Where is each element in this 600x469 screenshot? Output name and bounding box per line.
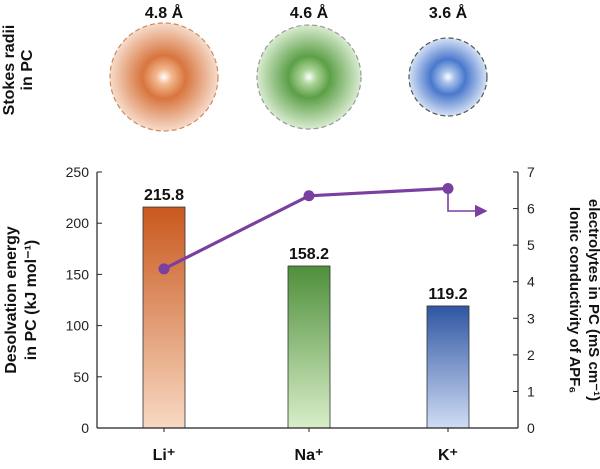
stokes-sphere-li <box>110 23 218 131</box>
bar-k <box>426 305 470 429</box>
right-tick-label: 7 <box>527 164 535 180</box>
conductivity-point-li <box>158 263 170 275</box>
stokes-radius-label-li: 4.8 Å <box>145 3 184 22</box>
conductivity-point-k <box>442 182 454 194</box>
bar-value-labels: 215.8 158.2 119.2 <box>144 187 468 303</box>
stokes-radius-label-na: 4.6 Å <box>290 3 329 22</box>
bar-value-label-li: 215.8 <box>144 187 184 204</box>
stokes-label-line2: in PC <box>19 49 36 90</box>
left-axis-label-line2: in PC (kJ mol⁻¹) <box>23 240 40 360</box>
bar-value-label-k: 119.2 <box>428 286 467 303</box>
stokes-sphere-k <box>409 38 487 116</box>
right-axis-label-line1: Ionic conductivity of APF₆ <box>566 207 583 393</box>
bar-na <box>287 265 331 429</box>
left-tick-label: 100 <box>66 318 90 334</box>
bar-value-label-na: 158.2 <box>289 246 329 263</box>
stokes-boundary-na <box>256 24 362 130</box>
left-tick-label: 150 <box>66 266 90 282</box>
right-axis-indicator-arrow <box>447 190 488 218</box>
right-tick-label: 0 <box>527 420 535 436</box>
stokes-boundary-li <box>109 22 219 132</box>
left-tick-label: 0 <box>81 420 89 436</box>
left-axis-label-line1: Desolvation energy <box>3 226 20 374</box>
chart: 215.8 158.2 119.2 0 50 100 150 200 250 0 1 2 3 4 5 6 7… <box>3 164 600 464</box>
left-tick-label: 50 <box>73 369 89 385</box>
bar-series <box>142 206 470 429</box>
stokes-boundary-k <box>408 37 488 117</box>
x-tick-label-li: Li⁺ <box>153 447 176 464</box>
right-tick-label: 2 <box>527 347 535 363</box>
x-tick-label-na: Na⁺ <box>295 447 324 464</box>
left-tick-label: 250 <box>66 164 90 180</box>
x-tick-label-k: K⁺ <box>438 447 458 464</box>
stokes-label-line1: Stokes radii <box>1 25 18 116</box>
right-tick-label: 3 <box>527 310 535 326</box>
stokes-radii-panel: Stokes radii in PC 4.8 Å 4.6 Å 3.6 Å <box>1 3 488 132</box>
bar-li <box>142 206 186 429</box>
right-tick-label: 6 <box>527 201 535 217</box>
left-tick-label: 200 <box>66 215 90 231</box>
conductivity-line-series <box>158 182 454 275</box>
right-tick-label: 5 <box>527 237 535 253</box>
right-tick-label: 1 <box>527 383 535 399</box>
right-tick-label: 4 <box>527 274 535 290</box>
x-axis-tick-labels: Li⁺ Na⁺ K⁺ <box>153 428 458 464</box>
stokes-sphere-na <box>257 25 361 129</box>
stokes-radius-label-k: 3.6 Å <box>429 3 468 22</box>
right-axis-label-line2: electrolytes in PC (mS cm⁻¹) <box>585 199 600 401</box>
right-axis-ticks: 0 1 2 3 4 5 6 7 <box>513 164 535 436</box>
left-axis-ticks: 0 50 100 150 200 250 <box>66 164 102 436</box>
conductivity-point-na <box>303 190 315 202</box>
